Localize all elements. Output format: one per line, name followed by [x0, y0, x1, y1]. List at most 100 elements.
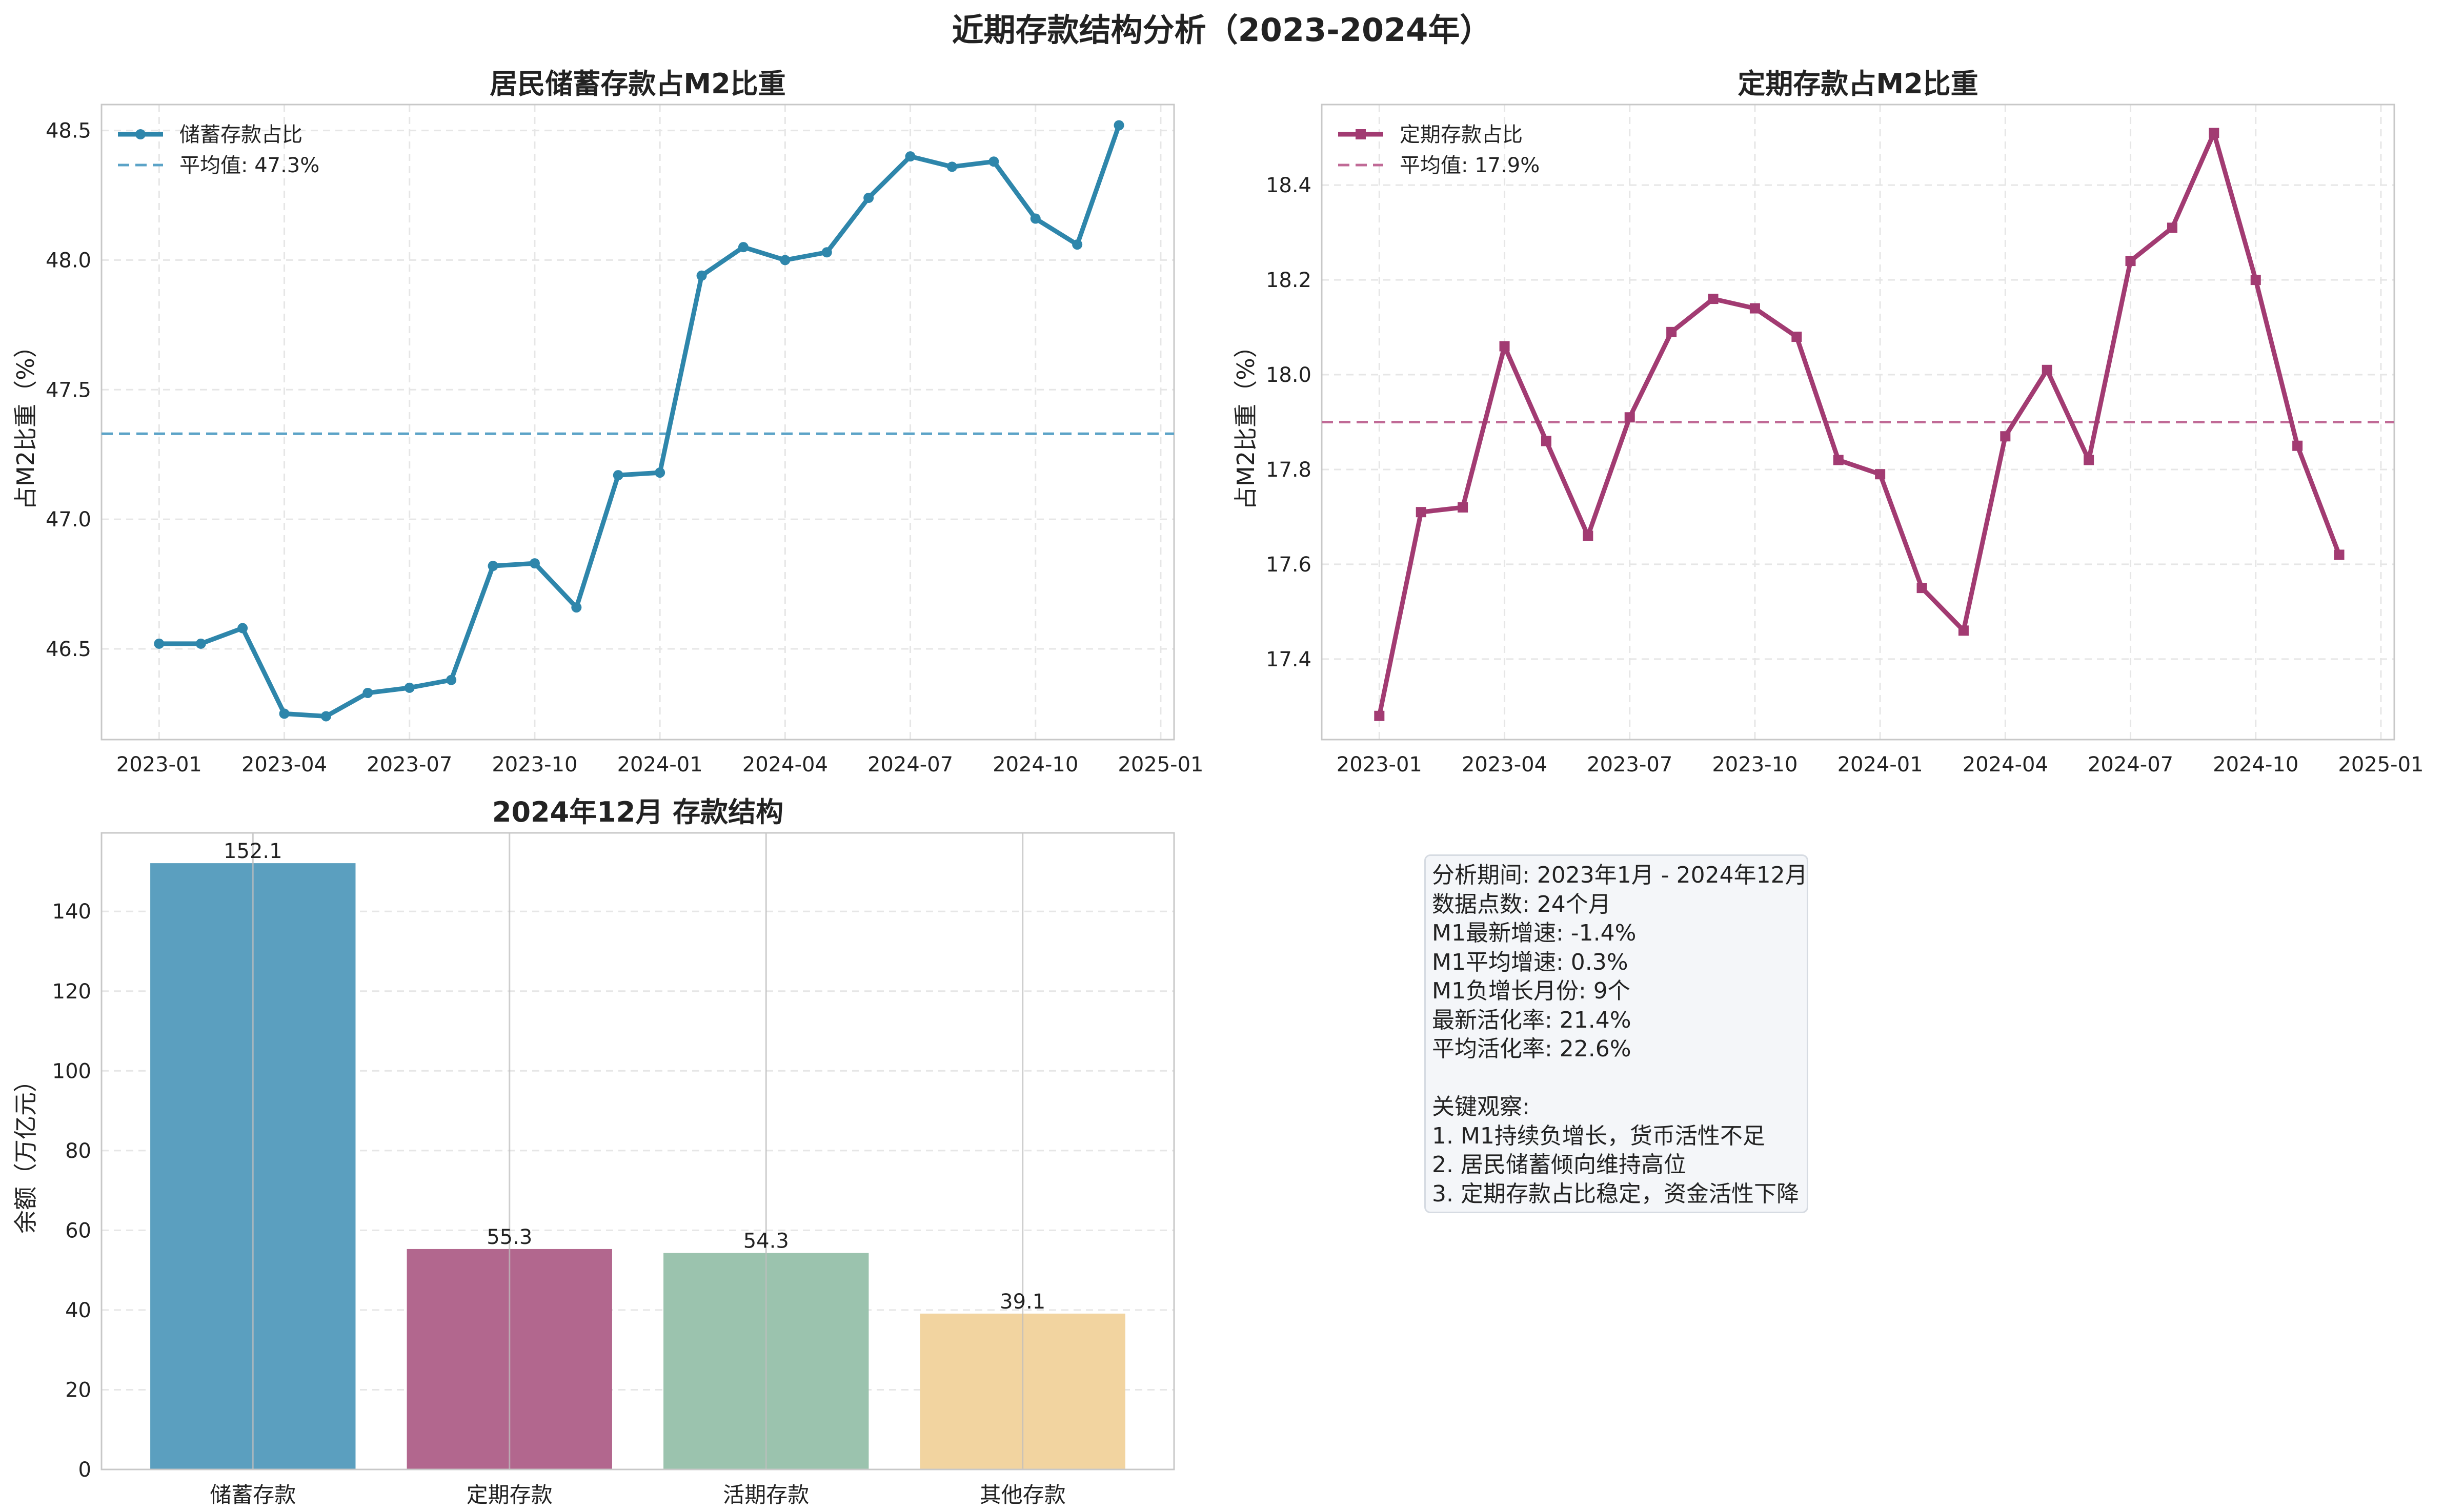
x-tick-label: 2023-04 [1462, 753, 1547, 777]
y-tick-label: 60 [65, 1219, 91, 1242]
data-point [1666, 326, 1677, 337]
info-line: 2. 居民储蓄倾向维持高位 [1432, 1152, 1686, 1178]
x-tick-label: 2024-10 [993, 753, 1078, 777]
legend-label: 定期存款占比 [1400, 123, 1523, 147]
y-tick-label: 18.0 [1266, 363, 1311, 387]
plot-frame [100, 832, 1175, 1470]
y-axis-label: 占M2比重（%） [12, 334, 39, 510]
y-tick-label: 100 [52, 1059, 91, 1083]
chart-title: 居民储蓄存款占M2比重 [490, 68, 785, 100]
data-point [2250, 275, 2261, 285]
data-point [821, 247, 832, 258]
x-tick-label: 储蓄存款 [210, 1482, 296, 1507]
x-tick-label: 2025-01 [1118, 753, 1203, 777]
analysis-summary-box: 分析期间: 2023年1月 - 2024年12月 数据点数: 24个月 M1最新… [1424, 854, 1808, 1213]
data-point [1958, 625, 1969, 636]
figure-title: 近期存款结构分析（2023-2024年） [952, 11, 1492, 49]
chart-title: 2024年12月 存款结构 [492, 796, 783, 828]
legend-label: 储蓄存款占比 [179, 123, 302, 147]
data-point [571, 602, 582, 613]
legend-marker [135, 129, 146, 139]
x-tick-label: 2024-07 [867, 753, 953, 777]
data-point [529, 558, 540, 569]
data-point [195, 638, 206, 649]
info-line: 平均活化率: 22.6% [1432, 1036, 1631, 1062]
data-point [905, 151, 916, 162]
data-point [1749, 303, 1760, 314]
y-tick-label: 47.5 [46, 378, 91, 402]
data-point [1030, 213, 1041, 224]
data-point [780, 255, 791, 265]
info-line [1432, 1064, 1801, 1093]
chart-title: 定期存款占M2比重 [1738, 68, 1978, 100]
data-point [2125, 256, 2136, 267]
info-line: M1最新增速: -1.4% [1432, 920, 1637, 946]
info-line: 分析期间: 2023年1月 - 2024年12月 [1432, 862, 1808, 888]
data-point [696, 270, 707, 281]
data-point [404, 682, 415, 693]
x-tick-label: 2023-01 [116, 753, 202, 777]
x-tick-label: 2023-10 [492, 753, 577, 777]
y-tick-label: 17.8 [1266, 458, 1311, 482]
series-line [1377, 130, 2341, 717]
x-tick-label: 2023-07 [367, 753, 452, 777]
data-point [2209, 128, 2219, 138]
x-tick-label: 2025-01 [2338, 753, 2423, 777]
y-tick-label: 140 [52, 900, 91, 924]
info-line: M1平均增速: 0.3% [1432, 949, 1628, 975]
data-point [1499, 341, 1510, 352]
plot-frame [100, 104, 1175, 741]
y-tick-label: 17.6 [1266, 553, 1311, 577]
bar-value-label: 54.3 [743, 1230, 789, 1253]
y-tick-label: 20 [65, 1378, 91, 1402]
y-axis-label: 占M2比重（%） [1232, 334, 1260, 510]
x-tick-label: 2024-07 [2088, 753, 2173, 777]
y-tick-label: 47.0 [46, 508, 91, 532]
legend-label: 平均值: 17.9% [1400, 154, 1540, 177]
x-tick-label: 其他存款 [980, 1482, 1066, 1507]
bar-value-label: 152.1 [224, 840, 282, 863]
legend-marker [1356, 129, 1366, 139]
y-tick-label: 40 [65, 1299, 91, 1322]
data-point [1458, 502, 1468, 513]
data-point [446, 675, 457, 685]
info-line: 最新活化率: 21.4% [1432, 1007, 1631, 1033]
x-tick-label: 2024-10 [2213, 753, 2298, 777]
x-tick-label: 2024-01 [1837, 753, 1923, 777]
info-line: 1. M1持续负增长，货币活性不足 [1432, 1122, 1765, 1149]
data-point [154, 638, 165, 649]
x-tick-label: 定期存款 [467, 1482, 553, 1507]
data-point [655, 467, 665, 478]
bar-value-label: 55.3 [487, 1225, 532, 1249]
data-point [2334, 549, 2345, 560]
data-point [1374, 710, 1385, 721]
fixed-deposit-ratio-chart: 定期存款占M2比重 2023-01 2023-04 2023-07 2023-10 202… [1232, 68, 2424, 777]
data-point [1916, 583, 1927, 594]
data-point [2292, 440, 2303, 451]
data-point [320, 711, 331, 722]
savings-ratio-chart: 居民储蓄存款占M2比重 2023-01 2023-04 2023-07 2023-10 2… [12, 68, 1204, 777]
legend-label: 平均值: 47.3% [179, 154, 319, 177]
info-line: 关键观察: [1432, 1094, 1530, 1120]
x-tick-label: 活期存款 [723, 1482, 809, 1507]
data-point [488, 561, 498, 571]
data-point [1416, 507, 1426, 518]
y-tick-label: 0 [78, 1458, 91, 1482]
x-tick-label: 2024-01 [617, 753, 703, 777]
bar-value-label: 39.1 [1000, 1290, 1045, 1314]
y-tick-label: 18.2 [1266, 269, 1311, 292]
data-point [863, 193, 874, 203]
data-point [2084, 455, 2094, 465]
data-point [2167, 222, 2177, 233]
y-tick-label: 48.0 [46, 249, 91, 272]
y-tick-label: 48.5 [46, 119, 91, 143]
x-tick-label: 2023-01 [1337, 753, 1422, 777]
y-tick-label: 46.5 [46, 638, 91, 661]
data-point [1791, 332, 1802, 342]
data-point [362, 687, 373, 698]
data-point [1541, 436, 1551, 446]
info-line: M1负增长月份: 9个 [1432, 978, 1630, 1004]
data-point [988, 156, 999, 167]
data-point [1708, 294, 1719, 304]
